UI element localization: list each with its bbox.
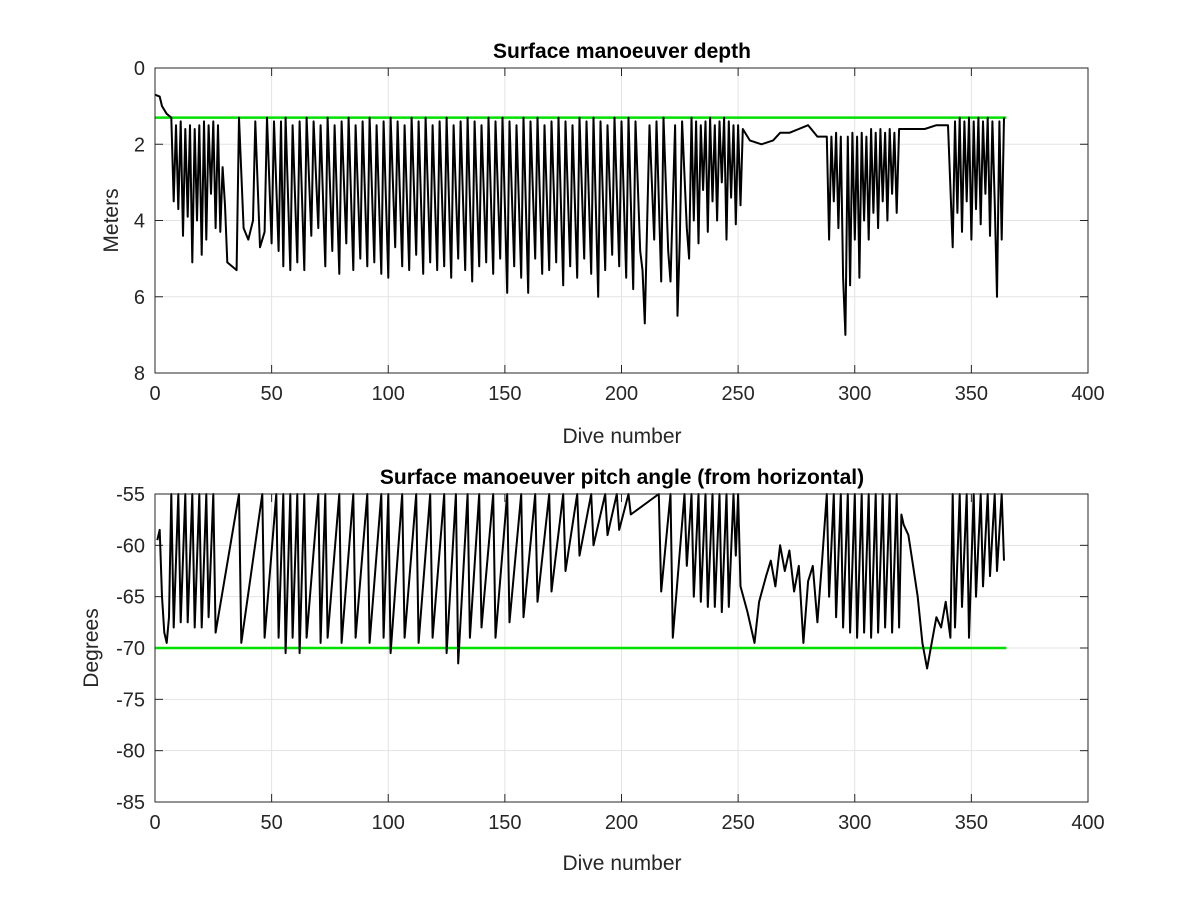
pitch-chart-ytick-label: -60 xyxy=(116,535,145,557)
depth-chart-xtick-label: 400 xyxy=(1071,383,1104,405)
depth-chart-ylabel: Meters xyxy=(100,188,123,252)
depth-chart-xtick-label: 350 xyxy=(955,383,988,405)
pitch-chart-xtick-label: 200 xyxy=(605,812,638,834)
pitch-chart-xtick-label: 300 xyxy=(838,812,871,834)
depth-chart-xtick-label: 250 xyxy=(721,383,754,405)
depth-chart-ytick-label: 4 xyxy=(134,211,145,233)
depth-chart-xtick-label: 200 xyxy=(605,383,638,405)
pitch-chart-xtick-label: 250 xyxy=(721,812,754,834)
depth-chart-xtick-label: 150 xyxy=(488,383,521,405)
depth-chart-ytick-label: 8 xyxy=(134,363,145,385)
pitch-chart-xlabel: Dive number xyxy=(562,852,681,875)
depth-chart-xtick-label: 300 xyxy=(838,383,871,405)
pitch-chart-xtick-label: 0 xyxy=(149,812,160,834)
depth-chart-title: Surface manoeuver depth xyxy=(493,40,751,63)
depth-chart-frame xyxy=(154,67,1089,374)
depth-chart-ytick-label: 0 xyxy=(134,58,145,80)
depth-chart-ytick-label: 6 xyxy=(134,287,145,309)
pitch-chart-ytick-label: -70 xyxy=(116,638,145,660)
pitch-chart-xtick-label: 350 xyxy=(955,812,988,834)
depth-chart-ticks: 0 50 100 150 200 250 300 350 400 0 2 4 6 8 xyxy=(134,58,1105,405)
depth-chart: Surface manoeuver depth 0 50 100 150 200 250 3… xyxy=(100,40,1105,448)
depth-chart-series-line xyxy=(154,93,1005,336)
depth-chart-xtick-label: 100 xyxy=(372,383,405,405)
depth-chart-xtick-label: 50 xyxy=(261,383,283,405)
pitch-chart-ytick-label: -80 xyxy=(116,741,145,763)
pitch-chart-ytick-label: -65 xyxy=(116,587,145,609)
pitch-chart-ytick-label: -75 xyxy=(116,689,145,711)
pitch-chart-xtick-label: 150 xyxy=(488,812,521,834)
pitch-chart-ytick-label: -55 xyxy=(116,484,145,506)
pitch-chart-frame xyxy=(154,493,1089,803)
depth-chart-series xyxy=(154,93,1005,336)
pitch-chart-series-line xyxy=(156,493,1005,670)
pitch-chart-ytick-label: -85 xyxy=(116,792,145,814)
depth-chart-xtick-label: 0 xyxy=(149,383,160,405)
pitch-chart-ylabel: Degrees xyxy=(80,608,103,687)
pitch-chart-xtick-label: 100 xyxy=(372,812,405,834)
pitch-chart-xtick-label: 400 xyxy=(1071,812,1104,834)
pitch-chart-title: Surface manoeuver pitch angle (from hori… xyxy=(380,466,864,489)
depth-chart-ytick-label: 2 xyxy=(134,134,145,156)
pitch-chart-series xyxy=(156,493,1005,670)
pitch-chart-xtick-label: 50 xyxy=(261,812,283,834)
pitch-chart-ticks: 0 50 100 150 200 250 300 350 400 -55 -60 -65 -70 -75 -… xyxy=(116,484,1105,834)
pitch-chart: Surface manoeuver pitch angle (from hori… xyxy=(80,466,1105,875)
depth-chart-xlabel: Dive number xyxy=(562,425,681,448)
